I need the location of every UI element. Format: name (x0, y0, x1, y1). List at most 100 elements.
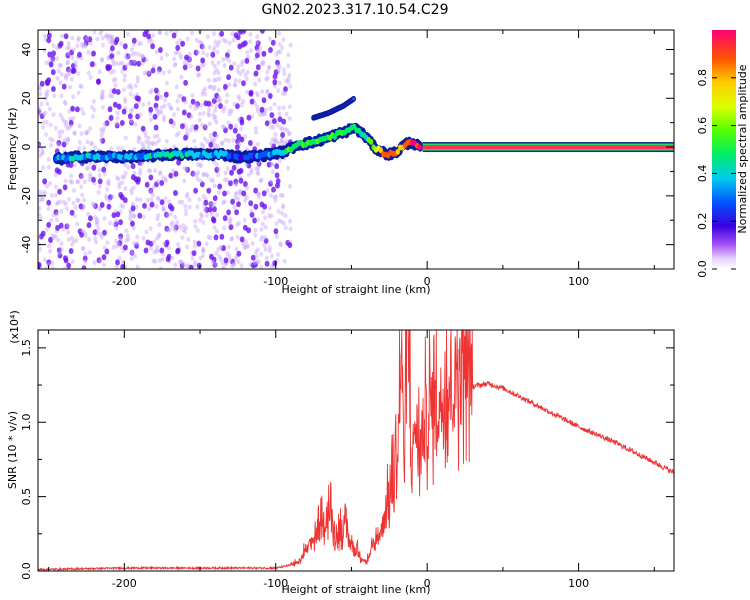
noise-point (58, 251, 62, 256)
noise-point (270, 112, 275, 118)
noise-point (253, 261, 257, 266)
colorbar-label: Normalized spectral amplitude (736, 64, 749, 233)
noise-point (66, 137, 70, 142)
noise-point (45, 120, 49, 125)
noise-point (193, 260, 197, 265)
noise-point (175, 85, 179, 90)
noise-point (47, 165, 51, 170)
noise-point (272, 118, 277, 124)
noise-point (248, 32, 252, 37)
noise-point (40, 197, 44, 202)
noise-point (212, 206, 217, 212)
noise-point (108, 93, 112, 98)
noise-point (76, 179, 80, 184)
snr-x-label: Height of straight line (km) (281, 583, 430, 596)
noise-point (240, 120, 245, 126)
noise-point (178, 260, 182, 265)
noise-point (70, 36, 74, 41)
noise-point (205, 213, 209, 218)
noise-point (232, 38, 236, 43)
noise-point (107, 204, 112, 210)
noise-point (217, 190, 221, 195)
noise-point (248, 200, 253, 206)
noise-point (146, 198, 150, 203)
noise-point (277, 31, 281, 36)
noise-point (192, 139, 196, 144)
noise-point (89, 141, 93, 146)
noise-point (96, 226, 100, 231)
noise-point (228, 218, 232, 223)
noise-point (230, 199, 235, 205)
noise-point (67, 197, 71, 202)
noise-point (288, 116, 292, 121)
noise-point (182, 110, 187, 116)
noise-point (74, 238, 78, 243)
noise-point (115, 116, 119, 121)
noise-point (142, 236, 146, 241)
noise-point (217, 40, 221, 45)
noise-point (107, 182, 111, 187)
noise-point (217, 184, 222, 190)
snr-panel: -200 -100 0 100Height of straight line (km)… (6, 310, 674, 596)
noise-point (51, 260, 55, 265)
noise-point (85, 166, 89, 171)
noise-point (276, 178, 281, 184)
noise-point (75, 222, 79, 227)
noise-point (155, 95, 160, 101)
noise-point (72, 201, 76, 206)
spectrogram-data (36, 28, 674, 272)
noise-point (91, 51, 96, 57)
noise-point (268, 47, 273, 53)
noise-point (270, 162, 274, 167)
noise-point (118, 236, 122, 241)
noise-point (197, 263, 202, 269)
noise-point (224, 171, 228, 176)
noise-point (190, 114, 194, 119)
noise-point (133, 254, 137, 259)
noise-point (54, 126, 58, 131)
noise-point (271, 187, 276, 193)
noise-point (211, 178, 215, 183)
noise-point (103, 216, 107, 221)
noise-point (165, 52, 169, 57)
noise-point (106, 240, 110, 245)
y-tick-label: 0 (20, 144, 33, 151)
noise-point (201, 247, 205, 252)
noise-point (282, 67, 286, 72)
noise-point (137, 213, 142, 219)
noise-point (213, 115, 217, 120)
noise-point (245, 244, 249, 249)
noise-point (235, 182, 239, 187)
noise-point (197, 241, 202, 247)
noise-point (225, 99, 229, 104)
noise-point (66, 263, 71, 269)
noise-point (222, 38, 226, 43)
noise-point (119, 41, 123, 46)
noise-point (288, 242, 293, 248)
noise-point (261, 222, 265, 227)
noise-point (65, 206, 69, 211)
noise-point (218, 103, 223, 109)
noise-point (52, 94, 56, 99)
noise-point (98, 178, 103, 184)
noise-point (280, 132, 285, 138)
spectrogram-x-label: Height of straight line (km) (281, 283, 430, 296)
noise-point (132, 38, 137, 44)
noise-point (91, 201, 95, 206)
noise-point (58, 80, 62, 85)
noise-point (183, 61, 187, 66)
noise-point (172, 112, 176, 117)
noise-point (85, 36, 89, 41)
noise-point (257, 171, 261, 176)
noise-point (213, 195, 218, 201)
noise-point (82, 42, 86, 47)
noise-point (99, 232, 103, 237)
noise-point (256, 93, 260, 98)
secondary-point (352, 98, 354, 101)
noise-point (274, 221, 278, 226)
noise-point (57, 69, 61, 74)
noise-point (142, 203, 147, 209)
noise-point (262, 97, 267, 103)
y-tick-label: 40 (20, 43, 33, 57)
noise-point (221, 125, 225, 130)
